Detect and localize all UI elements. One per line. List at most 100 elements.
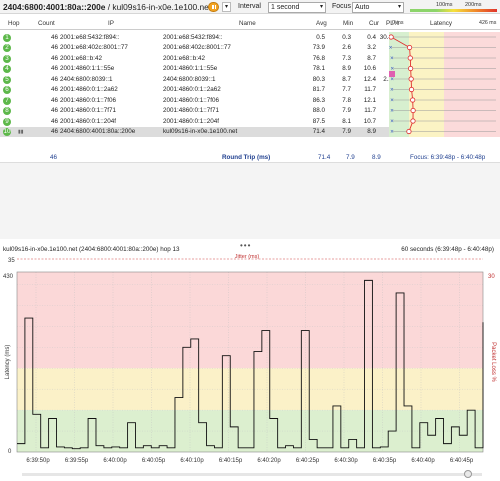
table-row[interactable]: 3 46 2001:e68::b:42 2001:e68::b:42 76.8 7.3 8.…: [0, 53, 500, 63]
cell-count: 46: [50, 33, 58, 41]
cell-count: 46: [50, 75, 58, 83]
latency-color-scale: 100ms 200ms: [410, 2, 497, 12]
min-marker: ×: [390, 56, 394, 62]
col-ip[interactable]: IP: [108, 20, 114, 27]
cell-min: 8.1: [342, 117, 351, 125]
trace-grid: Hop Count IP Name Avg Min Cur PL% 0 ms Lat…: [0, 16, 500, 162]
x-tick-label: 6:40:25p: [296, 458, 320, 464]
cell-avg: 71.4: [312, 128, 325, 135]
cell-ip: 2404:6800:8039::1: [60, 75, 113, 83]
jitter-label: Jitter (ms): [235, 254, 260, 260]
cell-avg: 0.5: [316, 33, 325, 41]
x-tick-label: 6:40:05p: [142, 458, 166, 464]
latency-series-line: [17, 279, 484, 450]
avg-point: [407, 55, 413, 61]
avg-latency-line: [390, 36, 414, 132]
col-latency[interactable]: Latency: [430, 20, 453, 27]
cell-avg: 86.3: [312, 96, 325, 104]
bar-chart-icon[interactable]: ▮▮: [18, 129, 24, 135]
y2-axis-label: Packet Loss %: [490, 342, 496, 382]
min-marker: ×: [390, 119, 394, 125]
cell-ip: 2001:4860:0:1::7f71: [60, 107, 117, 114]
grid-header: Hop Count IP Name Avg Min Cur PL% 0 ms Lat…: [0, 16, 500, 30]
table-row[interactable]: 1 46 2001:e68:5432:f894:: 2001:e68:5432:f89…: [0, 32, 500, 42]
col-count[interactable]: Count: [38, 20, 55, 27]
cell-ip: 2001:4860:0:1::204f: [60, 117, 117, 125]
time-scrollbar[interactable]: [22, 473, 482, 476]
cell-name: 2001:4860:0:1::2a62: [163, 86, 221, 93]
table-row[interactable]: 4 46 2001:4860:1:1::55e 2001:4860:1:1::55e 7…: [0, 64, 500, 74]
cell-name: 2001:4860:0:1::7f06: [163, 96, 220, 104]
col-latency-max: 426 ms: [479, 20, 497, 26]
pause-dropdown-button[interactable]: ▾: [222, 2, 231, 12]
focus-select[interactable]: Auto ▾: [352, 2, 404, 13]
cell-pl: 2.2: [383, 75, 392, 83]
avg-point: [410, 107, 416, 114]
cell-min: 8.9: [342, 65, 351, 72]
cell-ip: 2001:e68::b:42: [60, 54, 103, 62]
cell-ip: 2001:e68:402c:8001::77: [60, 44, 128, 51]
col-avg[interactable]: Avg: [316, 20, 327, 27]
target-title: 2404:6800:4001:80a::200e / kul09s16-in-x…: [3, 2, 212, 12]
cell-min: 7.7: [342, 86, 351, 93]
min-marker: ×: [390, 130, 394, 136]
col-hop[interactable]: Hop: [8, 20, 20, 27]
col-min[interactable]: Min: [343, 20, 354, 27]
cell-pl: 30.4: [379, 33, 392, 41]
latency-chart: Jitter (ms) 35 6:39:50p 6:39:55p 6:40:00p 6:4…: [3, 254, 496, 464]
x-tick-label: 6:40:40p: [411, 458, 435, 464]
cell-cur: 12.1: [363, 96, 376, 104]
empty-grid-area: [0, 162, 500, 239]
summary-min: 7.9: [346, 154, 355, 161]
col-latency-min: 0 ms: [392, 20, 404, 26]
cell-avg: 76.8: [312, 54, 325, 62]
cell-name: 2404:6800:8039::1: [163, 75, 216, 83]
table-row[interactable]: 8 46 2001:4860:0:1::7f71 2001:4860:0:1::7f7…: [0, 106, 500, 116]
cell-ip: 2001:4860:0:1::2a62: [60, 86, 118, 93]
cell-ip: 2404:6800:4001:80a::200e: [60, 128, 136, 135]
cell-cur: 8.7: [367, 54, 376, 62]
col-pl[interactable]: PL%: [386, 20, 400, 27]
hop-badge: 7: [3, 96, 11, 105]
table-row[interactable]: 10 46 2404:6800:4001:80a::200e kul09s16-in-…: [0, 126, 500, 137]
hop-badge: 3: [3, 54, 11, 63]
pause-button[interactable]: [208, 2, 219, 12]
hop-badge: 5: [3, 75, 11, 84]
cell-name: 2001:4860:1:1::55e: [163, 65, 218, 72]
avg-point: [406, 44, 413, 51]
chevron-down-icon: ▾: [319, 4, 323, 10]
interval-select[interactable]: 1 second ▾: [268, 2, 326, 13]
avg-point: [389, 34, 394, 40]
cell-cur: 11.7: [364, 86, 376, 93]
cell-cur: 0.4: [367, 33, 376, 41]
splitter-handle[interactable]: •••: [240, 241, 252, 250]
cell-avg: 73.9: [312, 44, 325, 51]
cell-name: 2001:4860:0:1::7f71: [163, 107, 220, 114]
table-row[interactable]: 2 46 2001:e68:402c:8001::77 2001:e68:402c:8…: [0, 43, 500, 53]
cell-count: 46: [50, 65, 58, 72]
cell-ip: 2001:e68:5432:f894::: [60, 33, 120, 41]
cell-min: 7.9: [342, 128, 351, 135]
col-cur[interactable]: Cur: [369, 20, 380, 27]
table-row[interactable]: 6 46 2001:4860:0:1::2a62 2001:4860:0:1::2a6…: [0, 85, 500, 95]
time-scroll-thumb[interactable]: [464, 470, 472, 478]
table-row[interactable]: 9 46 2001:4860:0:1::204f 2001:4860:0:1::204…: [0, 116, 500, 126]
cell-name: kul09s16-in-x0e.1e100.net: [163, 128, 238, 135]
table-row[interactable]: 7 46 2001:4860:0:1::7f06 2001:4860:0:1::7f0…: [0, 95, 500, 105]
summary-focus: Focus: 6:39:48p - 6:40:48p: [410, 154, 486, 161]
hop-badge: 10: [3, 128, 11, 136]
table-row[interactable]: 5 46 2404:6800:8039::1 2404:6800:8039::1 80.…: [0, 74, 500, 84]
cell-cur: 11.7: [364, 107, 376, 114]
min-marker: ×: [390, 88, 394, 94]
col-name[interactable]: Name: [239, 20, 256, 27]
hop-badge: 1: [3, 33, 11, 42]
cell-name: 2001:e68:402c:8001::77: [163, 44, 231, 51]
x-tick-label: 6:40:00p: [103, 458, 127, 464]
hop-badge: 6: [3, 86, 11, 94]
cell-avg: 78.1: [312, 65, 325, 72]
avg-point: [408, 76, 414, 82]
min-marker: ×: [390, 67, 394, 73]
chevron-down-icon: ▾: [397, 4, 401, 10]
y-bottom-label: 0: [8, 449, 12, 455]
avg-point: [410, 118, 416, 124]
